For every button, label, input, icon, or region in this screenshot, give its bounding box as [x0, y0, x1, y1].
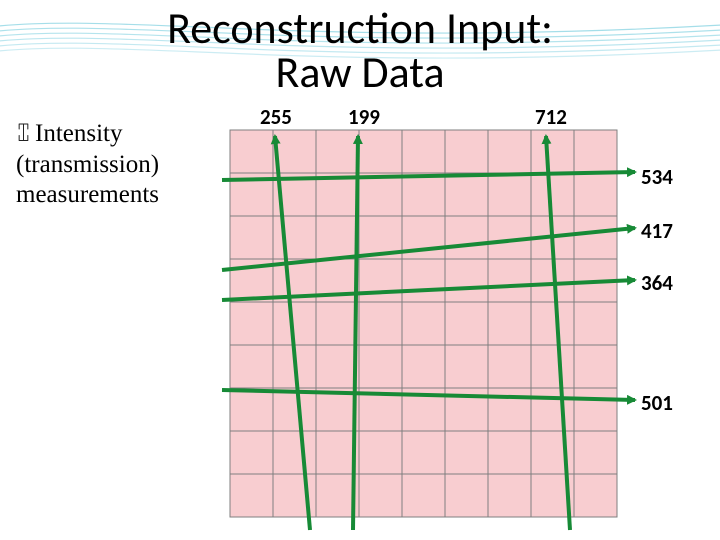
page-title: Reconstruction Input: Raw Data	[0, 6, 720, 94]
bullet-line3: measurements	[16, 181, 159, 208]
ray-value-right: 417	[641, 218, 673, 244]
raydiagram: 255199712 534417364501	[230, 130, 700, 530]
ray-value-right: 501	[641, 390, 673, 416]
bullet-line2: (transmission)	[16, 151, 159, 178]
ray-value-top: 199	[348, 104, 380, 130]
bullet-line1: Intensity	[35, 120, 123, 147]
title-line1: Reconstruction Input:	[0, 6, 720, 50]
title-line2: Raw Data	[0, 50, 720, 94]
ray-grid-svg	[230, 130, 700, 530]
ray-value-right: 534	[641, 164, 673, 190]
ray-value-top: 712	[535, 104, 567, 130]
bullet-glyph: ⑄	[16, 119, 31, 147]
ray-value-top: 255	[260, 104, 292, 130]
ray-value-right: 364	[641, 270, 673, 296]
bullet-text: ⑄Intensity (transmission) measurements	[16, 118, 216, 211]
